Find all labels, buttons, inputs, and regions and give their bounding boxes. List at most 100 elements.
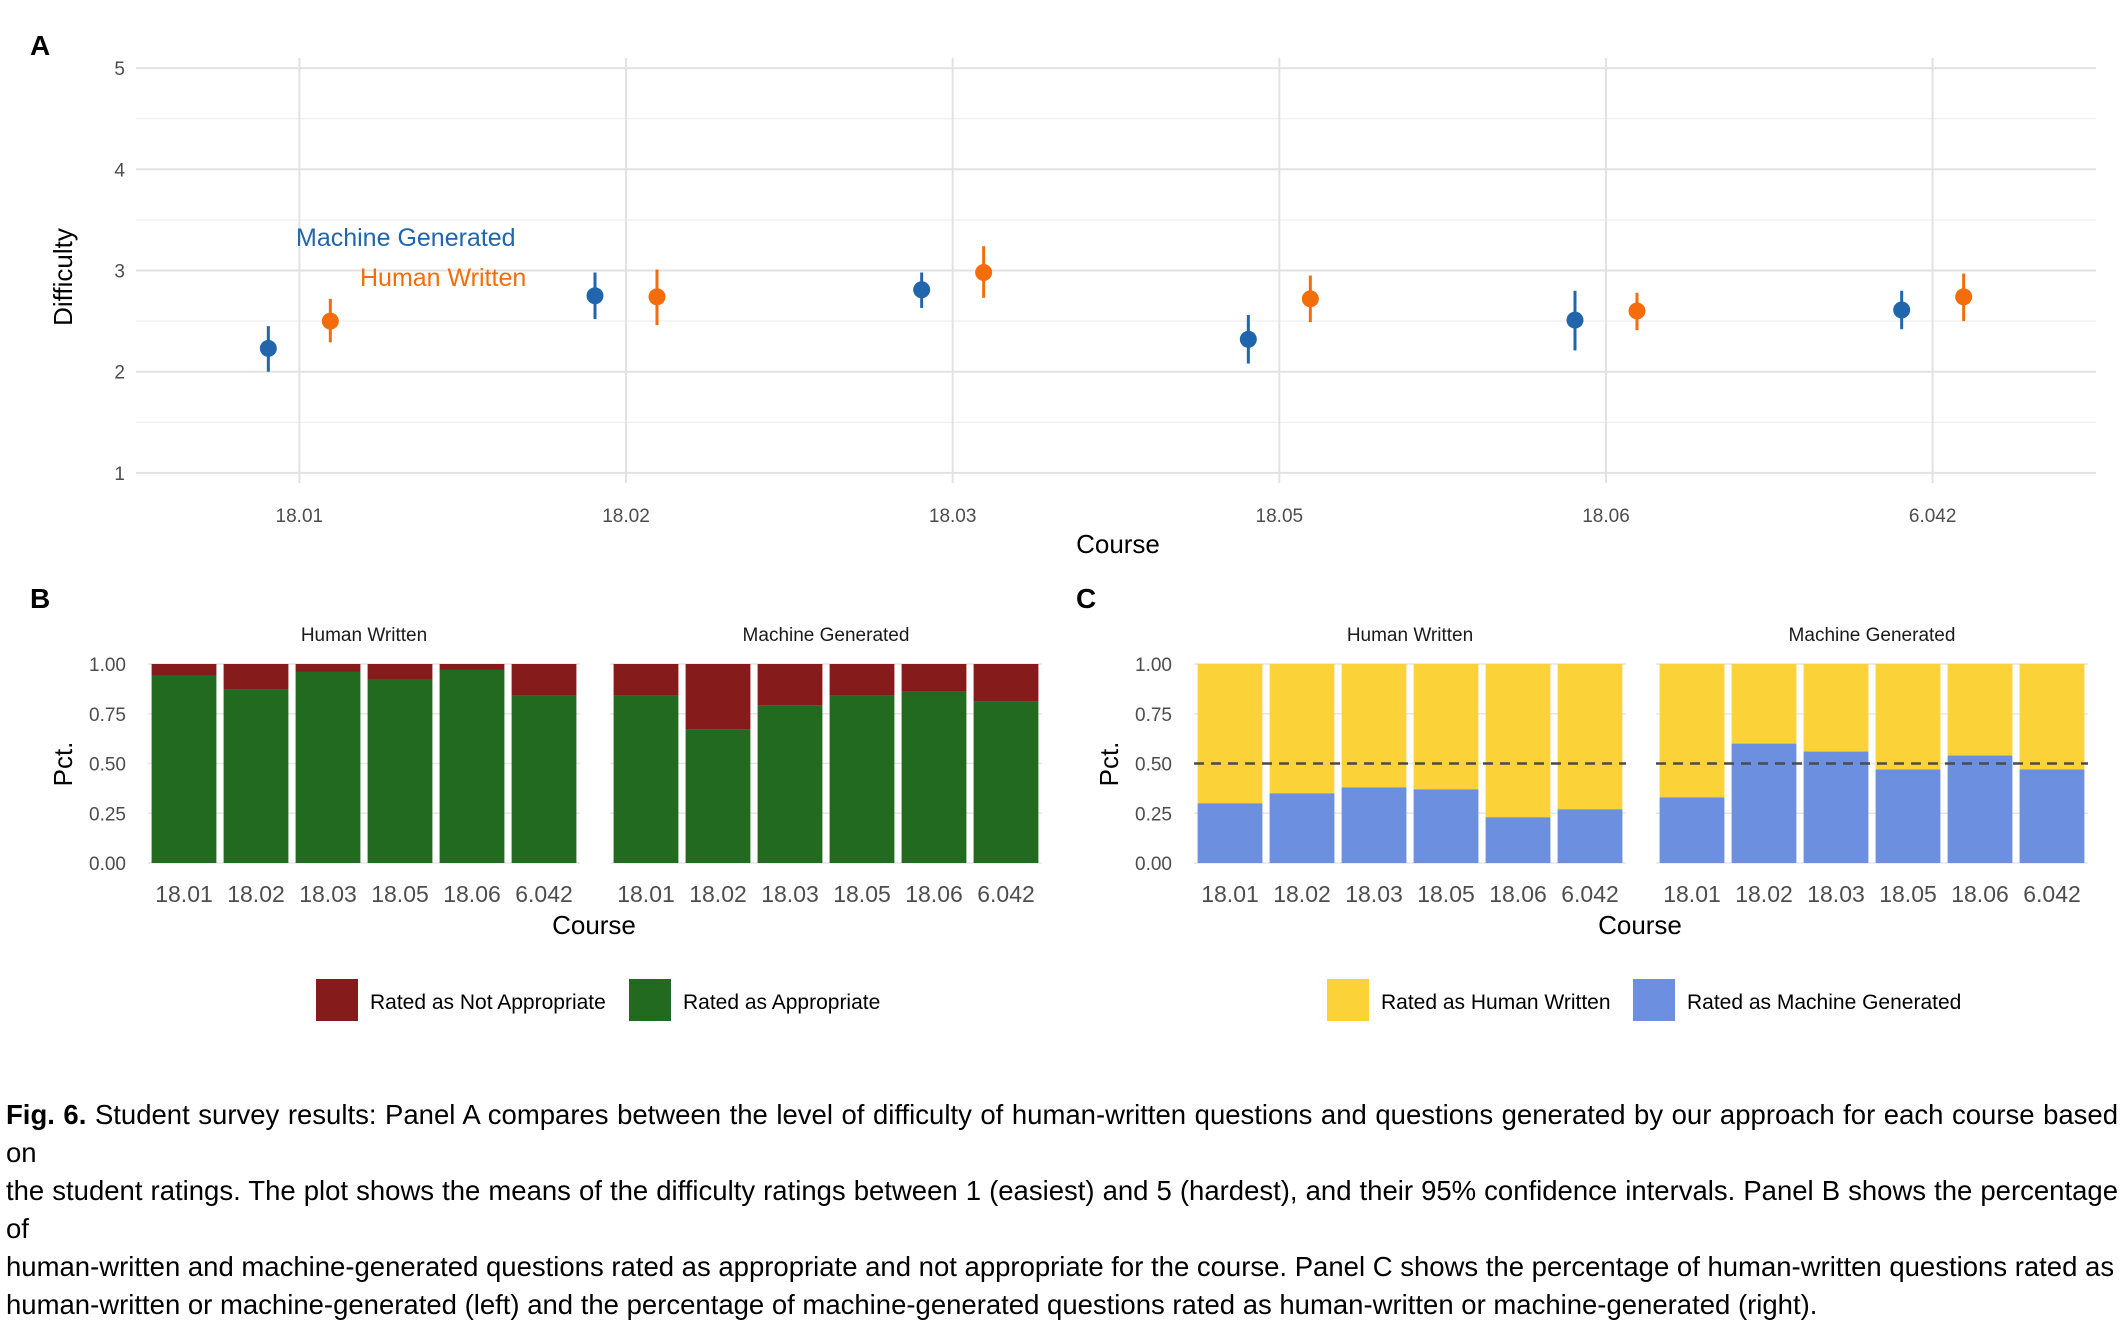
bar-segment-bottom [1731,743,1797,863]
bar-segment-top [2019,664,2085,770]
y-tick-label: 0.00 [1135,854,1172,875]
x-tick-label: 18.02 [1273,881,1331,907]
data-point [586,287,604,305]
x-tick-label: 18.03 [929,506,977,527]
y-tick-label: 0.25 [1135,804,1172,825]
x-tick-label: 18.03 [1345,881,1403,907]
x-tick-label: 18.02 [602,506,650,527]
bar-segment-bottom [295,671,361,863]
facet-title: Human Written [1347,625,1473,646]
legend-label-human-written: Rated as Human Written [1381,991,1611,1014]
bar-segment-top [223,664,289,690]
x-tick-label: 18.06 [443,881,501,907]
panel-a-x-axis-title: Course [1076,529,1160,559]
x-tick-label: 18.03 [299,881,357,907]
legend-label-machine-generated: Rated as Machine Generated [1687,991,1961,1014]
caption-line-4: human-written or machine-generated (left… [6,1289,1818,1320]
y-tick-label: 0.50 [89,755,126,776]
caption-line-3: human-written and machine-generated ques… [6,1251,2115,1282]
figure-caption: Fig. 6. Student survey results: Panel A … [6,1096,2118,1324]
bar-segment-top [1485,664,1551,818]
bar-segment-bottom [439,669,505,863]
bar-segment-bottom [1659,797,1725,863]
x-tick-label: 18.05 [833,881,891,907]
y-tick-label: 0.50 [1135,755,1172,776]
panel-a-x-ticks: 18.01 18.02 18.03 18.05 18.06 6.042 [276,506,1957,527]
x-tick-label: 18.01 [617,881,675,907]
bar-segment-bottom [1557,809,1623,863]
caption-line-2: the student ratings. The plot shows the … [6,1175,2118,1244]
panel-c-y-axis-title: Pct. [1094,742,1124,787]
bar-segment-top [511,664,577,696]
bar-segment-bottom [511,695,577,863]
x-tick-label: 18.05 [371,881,429,907]
bar-segment-bottom [613,695,679,863]
bar-segment-top [295,664,361,672]
bar-segment-bottom [1485,817,1551,863]
bar-segment-bottom [685,729,751,863]
data-point [1566,311,1584,329]
bar-segment-top [901,664,967,692]
bar-segment-top [1413,664,1479,790]
x-tick-label: 18.03 [1807,881,1865,907]
caption-line-1: Fig. 6. Student survey results: Panel A … [6,1096,2118,1172]
bar-segment-top [367,664,433,680]
bar-segment-bottom [367,679,433,863]
panel-a-grid [136,58,2096,483]
y-tick-label: 0.75 [1135,705,1172,726]
bar-segment-top [1659,664,1725,798]
y-tick-label: 1.00 [1135,655,1172,676]
legend-swatch-human-written [1327,979,1369,1021]
x-tick-label: 6.042 [977,881,1035,907]
y-tick-label: 0.75 [89,705,126,726]
bar-segment-top [1803,664,1869,752]
panel-label-a: A [30,30,50,61]
y-tick-label: 2 [114,363,125,384]
bar-segment-bottom [901,691,967,863]
bar-segment-bottom [757,705,823,863]
x-tick-label: 18.06 [1489,881,1547,907]
x-tick-label: 18.02 [1735,881,1793,907]
caption-text-1: Student survey results: Panel A compares… [6,1099,2119,1168]
x-tick-label: 18.01 [1201,881,1259,907]
facet-title: Machine Generated [1789,625,1956,646]
panel-b-appropriateness-chart: 0.00 0.25 0.50 0.75 1.00 Human Written 18.01 18… [48,625,1042,1021]
bar-segment-top [439,664,505,670]
x-tick-label: 6.042 [1561,881,1619,907]
bar-segment-bottom [1803,751,1869,863]
bar-segment-bottom [1875,769,1941,863]
data-point [648,288,666,306]
x-tick-label: 6.042 [515,881,573,907]
data-point [1893,301,1911,319]
x-tick-label: 18.01 [1663,881,1721,907]
bar-segment-top [1341,664,1407,788]
legend-swatch-appropriate [629,979,671,1021]
data-point [1301,290,1319,308]
data-point [975,264,993,282]
x-tick-label: 6.042 [2023,881,2081,907]
x-tick-label: 18.01 [155,881,213,907]
bar-segment-bottom [2019,769,2085,863]
y-tick-label: 1 [114,464,125,485]
legend-label-appropriate: Rated as Appropriate [683,991,880,1014]
bar-segment-bottom [1269,793,1335,863]
bar-segment-top [973,664,1039,702]
y-tick-label: 4 [114,160,125,181]
data-point [1239,330,1257,348]
bar-segment-top [613,664,679,696]
data-point [321,312,339,330]
legend-swatch-not-appropriate [316,979,358,1021]
panel-label-c: C [1076,583,1096,614]
bar-segment-top [757,664,823,706]
panel-c-x-axis-title: Course [1598,910,1682,940]
caption-label: Fig. 6. [6,1099,87,1130]
bar-segment-top [685,664,751,730]
x-tick-label: 18.05 [1879,881,1937,907]
bar-segment-top [151,664,217,676]
bar-segment-top [1731,664,1797,744]
bar-segment-bottom [973,701,1039,863]
x-tick-label: 18.02 [227,881,285,907]
panel-a-y-ticks: 1 2 3 4 5 [114,59,125,485]
x-tick-label: 18.05 [1417,881,1475,907]
panel-b-x-axis-title: Course [552,910,636,940]
